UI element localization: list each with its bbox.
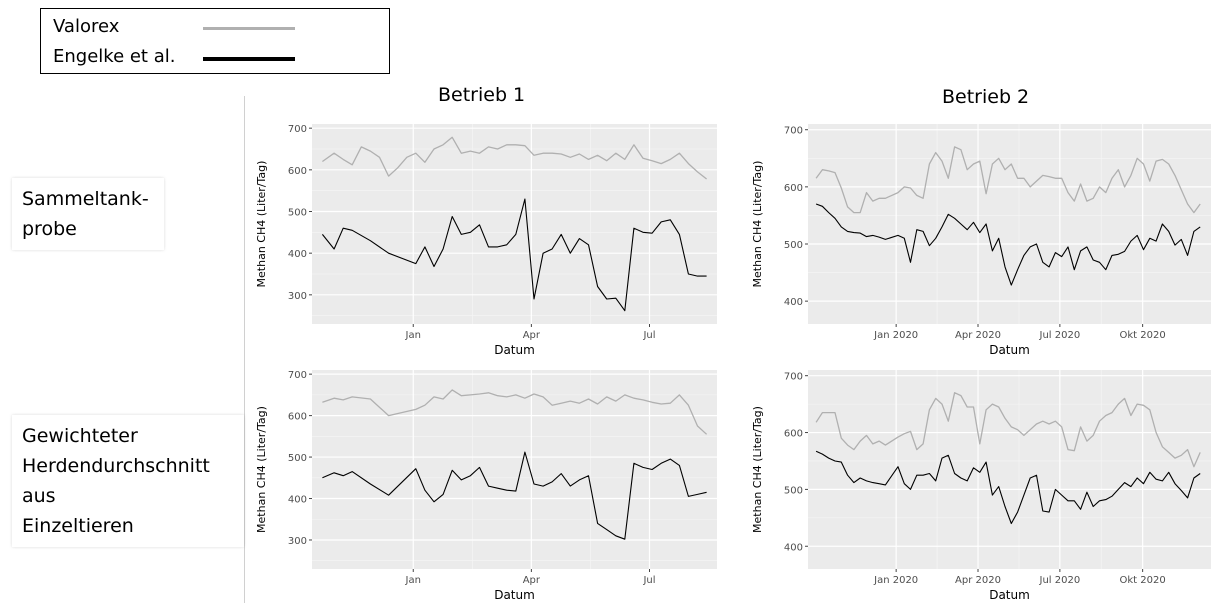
y-axis-label: Methan CH4 (Liter/Tag) bbox=[255, 161, 268, 288]
x-tick-label: Apr bbox=[523, 330, 541, 341]
series-line-engelke-et-al- bbox=[322, 451, 707, 540]
series-line-valorex bbox=[815, 146, 1201, 214]
x-axis-label: Datum bbox=[494, 343, 535, 357]
column-title-betrieb-2: Betrieb 2 bbox=[942, 86, 1030, 108]
legend-label-engelke: Engelke et al. bbox=[53, 46, 176, 67]
y-tick-label: 400 bbox=[784, 297, 803, 308]
y-tick-label: 600 bbox=[784, 183, 803, 194]
x-axis-label: Datum bbox=[494, 588, 535, 602]
y-tick-label: 300 bbox=[288, 291, 307, 302]
row-label-sammeltankprobe: Sammeltank- probe bbox=[12, 178, 164, 250]
y-tick-label: 400 bbox=[288, 495, 307, 506]
chart-betrieb1-herde: 300 400 500 600 700 Jan Apr Jul Datum Methan CH4 … bbox=[255, 370, 717, 602]
y-tick-label: 700 bbox=[784, 372, 803, 383]
plot-background bbox=[312, 124, 717, 324]
legend-swatch-valorex bbox=[203, 27, 295, 30]
x-tick-label: Jul bbox=[642, 330, 655, 341]
y-tick-label: 700 bbox=[784, 126, 803, 137]
x-tick-label: Jul 2020 bbox=[1039, 575, 1081, 586]
series-line-engelke-et-al- bbox=[815, 203, 1201, 286]
chart-betrieb2-herde: 400 500 600 700 Jan 2020 Apr 2020 Jul 2020 Okt … bbox=[751, 370, 1211, 602]
y-tick-label: 700 bbox=[288, 370, 307, 381]
y-tick-label: 600 bbox=[784, 429, 803, 440]
row-label-line: Gewichteter bbox=[22, 425, 138, 447]
y-tick-label: 600 bbox=[288, 166, 307, 177]
x-tick-label: Apr 2020 bbox=[955, 330, 1001, 341]
series-line-valorex bbox=[322, 136, 707, 180]
y-tick-label: 600 bbox=[288, 412, 307, 423]
series-line-engelke-et-al- bbox=[321, 198, 707, 312]
row-label-line: Herdendurchschnitt aus bbox=[22, 455, 210, 507]
x-tick-label: Jan 2020 bbox=[873, 575, 918, 586]
x-tick-label: Jan bbox=[405, 330, 421, 341]
x-tick-label: Apr 2020 bbox=[955, 575, 1001, 586]
column-title-betrieb-1: Betrieb 1 bbox=[438, 84, 526, 106]
y-tick-label: 500 bbox=[288, 453, 307, 464]
y-axis-label: Methan CH4 (Liter/Tag) bbox=[255, 406, 268, 533]
series-line-valorex bbox=[815, 392, 1201, 468]
x-tick-label: Jan 2020 bbox=[873, 330, 918, 341]
y-tick-label: 500 bbox=[784, 485, 803, 496]
plot-background bbox=[808, 370, 1211, 569]
x-axis-label: Datum bbox=[989, 588, 1030, 602]
y-tick-label: 400 bbox=[288, 249, 307, 260]
y-tick-label: 400 bbox=[784, 542, 803, 553]
series-line-engelke-et-al- bbox=[815, 450, 1201, 525]
x-tick-label: Okt 2020 bbox=[1120, 330, 1166, 341]
y-axis-label: Methan CH4 (Liter/Tag) bbox=[751, 161, 764, 288]
x-tick-label: Okt 2020 bbox=[1120, 575, 1166, 586]
x-tick-label: Jul bbox=[642, 575, 655, 586]
x-tick-label: Apr bbox=[523, 575, 541, 586]
y-tick-label: 700 bbox=[288, 124, 307, 135]
chart-betrieb1-sammeltank: 300 400 500 600 700 Jan Apr Jul Datum Methan CH4 … bbox=[255, 124, 717, 357]
y-tick-label: 500 bbox=[784, 240, 803, 251]
chart-betrieb2-sammeltank: 400 500 600 700 Jan 2020 Apr 2020 Jul 2020 Okt … bbox=[751, 124, 1211, 357]
plot-background bbox=[312, 370, 717, 569]
legend-swatch-engelke bbox=[203, 57, 295, 61]
row-label-line: Sammeltank- bbox=[22, 188, 149, 210]
legend-box: Valorex Engelke et al. bbox=[40, 8, 390, 74]
x-axis-label: Datum bbox=[989, 343, 1030, 357]
y-axis-label: Methan CH4 (Liter/Tag) bbox=[751, 406, 764, 533]
plot-background bbox=[808, 124, 1211, 324]
x-tick-label: Jan bbox=[405, 575, 421, 586]
row-label-line: probe bbox=[22, 218, 77, 240]
series-line-valorex bbox=[322, 389, 708, 435]
row-label-herdendurchschnitt: Gewichteter Herdendurchschnitt aus Einze… bbox=[12, 415, 244, 547]
y-tick-label: 500 bbox=[288, 208, 307, 219]
y-tick-label: 300 bbox=[288, 536, 307, 547]
x-tick-label: Jul 2020 bbox=[1039, 330, 1081, 341]
row-label-divider bbox=[244, 96, 245, 603]
legend-label-valorex: Valorex bbox=[53, 16, 120, 37]
row-label-line: Einzeltieren bbox=[22, 515, 134, 537]
